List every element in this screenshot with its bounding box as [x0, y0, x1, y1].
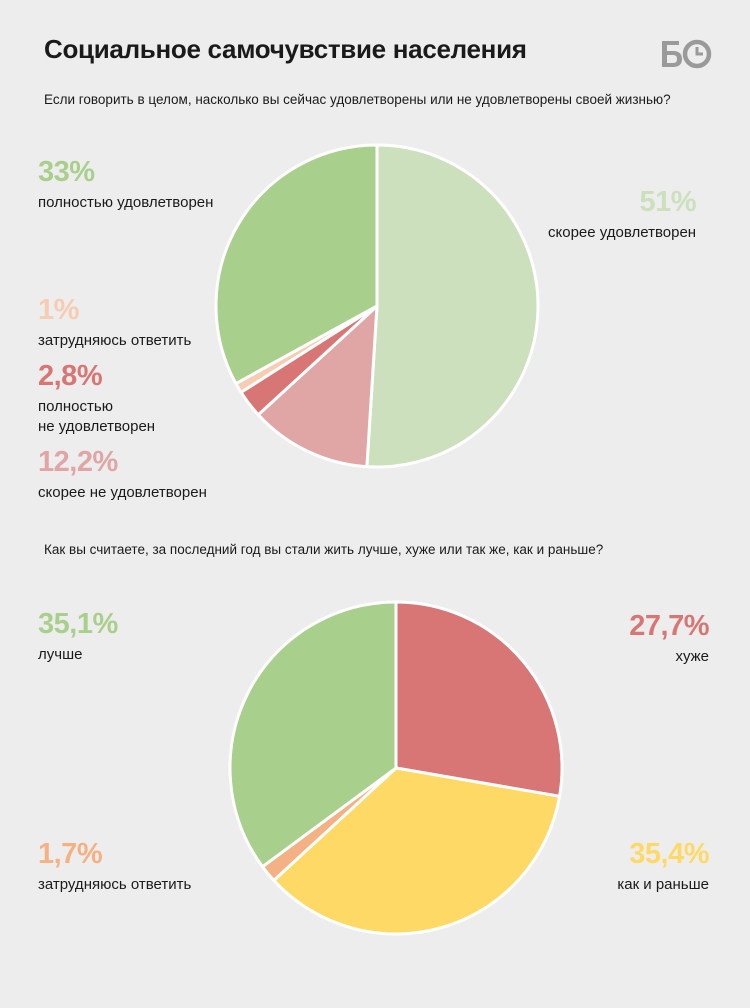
label-rather-satisfied: скорее удовлетворен: [548, 224, 697, 241]
pct-better: 35,1%: [38, 608, 118, 640]
label-better: лучше: [38, 646, 83, 663]
label-same-as-before: как и раньше: [617, 876, 709, 893]
pct-fully-satisfied: 33%: [38, 156, 95, 188]
legend-rather-satisfied: 51% скорее удовлетворен: [548, 186, 697, 243]
pie2-slice-0: [394, 600, 564, 798]
pie2-slice-1: [272, 766, 562, 936]
legend-fully-satisfied: 33% полностью удовлетворен: [38, 158, 213, 213]
label-rather-unsatisfied: скорее не удовлетворен: [38, 484, 207, 501]
legend-same-as-before: 35,4% как и раньше: [617, 840, 709, 895]
pie1-slice-1: [256, 304, 379, 469]
label-hard-to-say-1: затрудняюсь ответить: [38, 332, 192, 349]
question-1: Если говорить в целом, насколько вы сейч…: [44, 92, 671, 107]
label-fully-satisfied: полностью удовлетворен: [38, 194, 214, 211]
legend-better: 35,1% лучше: [38, 610, 118, 665]
pct-rather-unsatisfied: 12,2%: [38, 446, 118, 478]
pct-hard-to-say-1: 1%: [38, 294, 79, 326]
legend-hard-to-say-2: 1,7% затрудняюсь ответить: [38, 840, 191, 895]
pct-hard-to-say-2: 1,7%: [38, 838, 103, 870]
bo-logo: [660, 38, 712, 70]
pct-same-as-before: 35,4%: [629, 838, 709, 870]
legend-rather-unsatisfied: 12,2% скорее не удовлетворен: [38, 448, 207, 503]
legend-worse: 27,7% хуже: [629, 612, 709, 667]
pie1-slice-0: [365, 143, 540, 469]
pct-fully-unsatisfied: 2,8%: [38, 360, 103, 392]
pie-1-svg: [214, 143, 540, 469]
pie-2-svg: [228, 600, 564, 936]
legend-fully-unsatisfied: 2,8% полностью не удовлетворен: [38, 362, 155, 437]
pie-chart-life-change: 35,1% лучше 27,7% хуже 1,7% затрудняюсь …: [0, 590, 750, 950]
pie-chart-life-satisfaction: 51% скорее удовлетворен 33% полностью уд…: [0, 130, 750, 501]
pie1-slice-4: [214, 143, 379, 386]
page-title: Социальное самочувствие населения: [44, 34, 527, 64]
label-worse: хуже: [675, 648, 709, 665]
legend-hard-to-say-1: 1% затрудняюсь ответить: [38, 296, 191, 351]
label-hard-to-say-2: затрудняюсь ответить: [38, 876, 192, 893]
label-fully-unsatisfied: полностью не удовлетворен: [38, 398, 156, 435]
pct-worse: 27,7%: [629, 610, 709, 642]
pct-rather-satisfied: 51%: [639, 186, 697, 218]
question-2: Как вы считаете, за последний год вы ста…: [44, 542, 604, 557]
pie2-slice-3: [228, 600, 398, 869]
